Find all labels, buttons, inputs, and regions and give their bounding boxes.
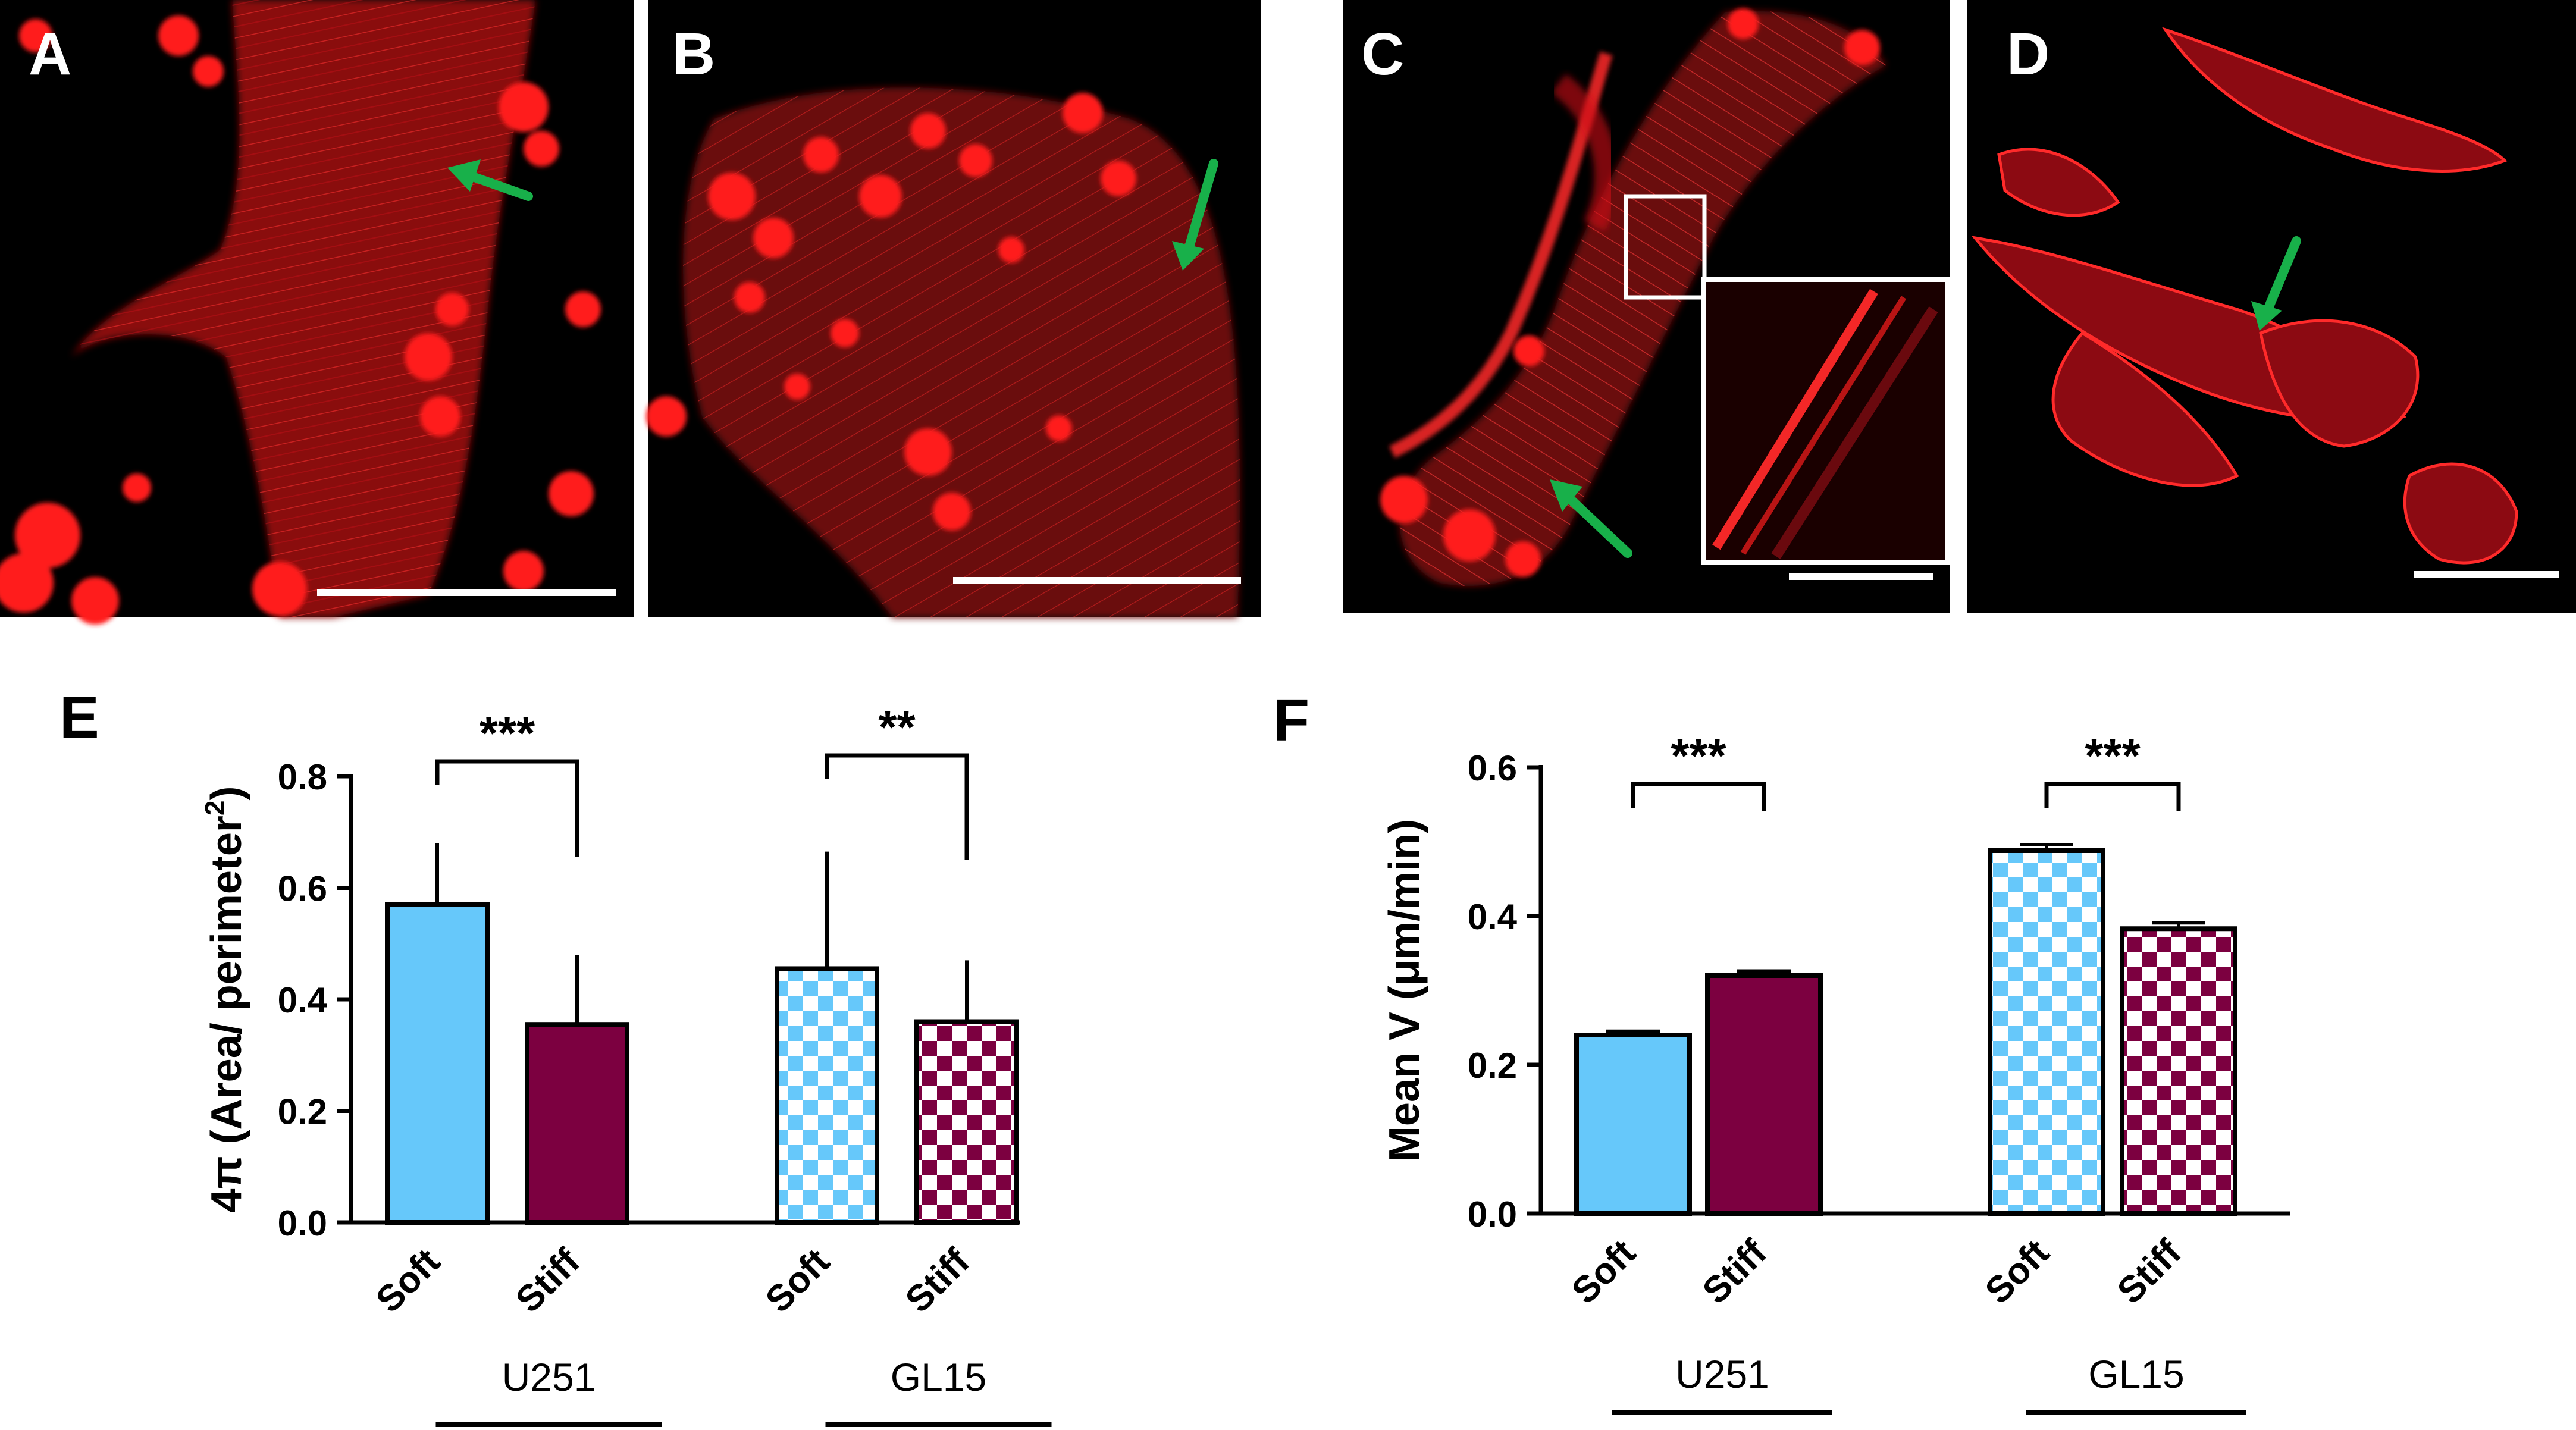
x-tick-label: Soft (368, 1241, 448, 1321)
panel-label-d: D (2007, 21, 2049, 87)
significance-bracket (435, 759, 579, 857)
green-arrow-d (2251, 236, 2301, 331)
cell-micrograph-a (0, 0, 601, 625)
bar-gl15-soft (775, 966, 879, 1225)
panel-d: D (1967, 0, 2576, 613)
bar-u251-stiff (1705, 973, 1823, 1216)
significance-stars: *** (2085, 729, 2141, 782)
scale-bar-a (317, 589, 616, 596)
bar-gl15-stiff (2120, 926, 2237, 1216)
scale-bar-b (953, 577, 1241, 584)
y-tick-label: 0.0 (1468, 1194, 1517, 1234)
panel-label-e: E (59, 684, 99, 751)
bar-u251-stiff (525, 1022, 629, 1225)
y-tick-label: 0.4 (1468, 897, 1518, 937)
y-axis-label-close: ) (1381, 819, 1428, 833)
x-tick-label: Stiff (2110, 1232, 2189, 1312)
y-tick-label: 0.6 (1468, 748, 1517, 788)
y-axis-label-main: 4π (Area/ perimeter (203, 816, 250, 1212)
panel-label-a: A (29, 21, 71, 87)
y-tick-label: 0.8 (278, 757, 327, 797)
scale-bar-c (1789, 573, 1933, 580)
y-tick-label: 0.4 (278, 980, 328, 1020)
y-axis-label-main: Mean V (μm/min (1381, 833, 1428, 1162)
x-tick-label: Stiff (1695, 1232, 1775, 1312)
y-axis-label: Mean V (μm/min) (1381, 819, 1428, 1162)
bar-gl15-soft (1988, 848, 2105, 1216)
x-tick-label: Soft (758, 1241, 838, 1321)
y-axis-label: 4π (Area/ perimeter2) (199, 786, 250, 1213)
significance-stars: *** (480, 707, 535, 760)
x-tick-label: Soft (1978, 1232, 2057, 1312)
group-label: GL15 (891, 1355, 986, 1399)
zoom-inset (1701, 277, 1950, 565)
group-label: U251 (1675, 1352, 1769, 1396)
panel-label-c: C (1361, 21, 1404, 87)
bar-u251-soft (385, 902, 490, 1225)
panel-c: C (1343, 0, 1950, 613)
significance-bracket (1631, 782, 1766, 811)
panel-b: B (646, 0, 1261, 618)
green-arrow-a (447, 159, 533, 201)
panel-label-f: F (1273, 687, 1309, 754)
group-label: U251 (502, 1355, 596, 1399)
green-arrow-b (1172, 159, 1218, 271)
green-arrow-c (1550, 479, 1632, 558)
chart-f: F 0.0 0.2 0.4 0.6 Mean V (μm/min) Soft Stiff **… (1273, 687, 2290, 1415)
significance-bracket (2044, 782, 2181, 811)
y-tick-label: 0.2 (1468, 1046, 1517, 1086)
cell-micrograph-d (1972, 27, 2518, 565)
x-tick-label: Stiff (898, 1241, 977, 1321)
y-tick-label: 0.6 (278, 869, 327, 909)
y-axis-label-close: ) (203, 786, 250, 801)
group-label: GL15 (2088, 1352, 2184, 1396)
inset-roi-box (1624, 194, 1707, 300)
significance-stars: ** (878, 701, 916, 754)
panel-label-b: B (672, 21, 715, 87)
x-tick-label: Stiff (508, 1241, 588, 1321)
chart-e: E 0.0 0.2 0.4 0.6 0.8 4π (Area/ perimeter2) So… (59, 684, 1052, 1427)
cell-micrograph-b (646, 87, 1240, 618)
y-tick-label: 0.0 (278, 1203, 327, 1243)
scale-bar-d (2414, 571, 2559, 578)
significance-bracket (825, 753, 969, 860)
panel-a: A (0, 0, 634, 625)
bar-u251-soft (1574, 1033, 1692, 1216)
significance-stars: *** (1671, 729, 1726, 782)
y-tick-label: 0.2 (278, 1092, 327, 1132)
bar-gl15-stiff (914, 1019, 1019, 1225)
y-axis-label-superscript: 2 (199, 800, 230, 816)
x-tick-label: Soft (1564, 1232, 1644, 1312)
